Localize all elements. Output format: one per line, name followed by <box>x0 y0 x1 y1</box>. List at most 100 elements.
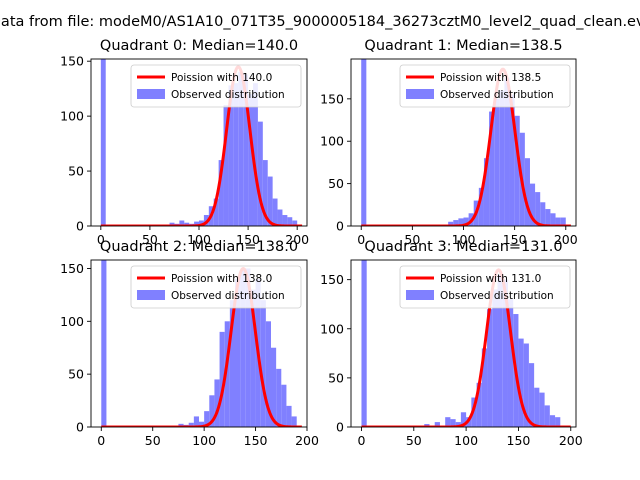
x-tick-label: 200 <box>285 232 309 247</box>
histogram-bar <box>450 419 456 427</box>
histogram-bar <box>214 379 220 427</box>
histogram-bar <box>169 222 175 226</box>
histogram-bar <box>361 260 367 427</box>
histogram-bar <box>101 260 107 427</box>
y-tick-label: 50 <box>68 164 84 179</box>
histogram-bar <box>504 77 510 226</box>
x-tick-label: 50 <box>406 433 422 448</box>
histogram-bar <box>291 416 297 427</box>
y-tick-label: 50 <box>68 367 84 382</box>
legend-box <box>399 64 571 108</box>
legend-observed-swatch <box>406 290 434 300</box>
histogram-bar <box>224 321 230 427</box>
y-tick-label: 150 <box>60 54 84 69</box>
y-tick-label: 50 <box>328 370 344 385</box>
chart-quadrant-3: 0 50 100 150 200 0 50 100 150 Quadrant 3: Median=… <box>320 239 583 448</box>
legend-observed-label: Observed distribution <box>171 89 285 101</box>
histogram-bar <box>194 221 199 226</box>
chart-title: Quadrant 0: Median=140.0 <box>100 38 298 54</box>
histogram-bar <box>445 417 451 427</box>
histogram-bar <box>199 421 205 427</box>
histogram-bar <box>245 268 251 427</box>
histogram-bar <box>460 412 467 427</box>
histogram-bar <box>253 83 258 226</box>
histogram-bar <box>483 158 490 226</box>
histogram-bar <box>292 220 298 226</box>
histogram-bar <box>478 187 484 226</box>
y-tick-label: 150 <box>60 261 84 276</box>
histogram-bar <box>489 111 495 226</box>
axes-frame <box>350 259 577 428</box>
histogram-bar <box>524 158 530 226</box>
x-tick-label: 200 <box>554 232 578 247</box>
histogram-bar <box>514 115 520 226</box>
poisson-curve <box>361 268 572 427</box>
legend: Poission with 131.0 Observed distribution <box>399 265 571 309</box>
histogram-bar <box>250 289 256 427</box>
legend: Poission with 140.0 Observed distribution <box>130 64 302 108</box>
poisson-curve <box>100 65 303 226</box>
chart-quadrant-0: 0 50 100 150 200 0 50 100 150 Quadrant 0: Median=… <box>60 38 309 247</box>
y-tick-label: 150 <box>320 272 344 287</box>
x-tick-label: 0 <box>357 232 365 247</box>
histogram-bar <box>218 160 224 226</box>
legend-observed-label: Observed distribution <box>171 290 285 302</box>
plot-area <box>360 59 572 226</box>
histogram-bar <box>550 213 556 226</box>
histogram-bar <box>545 209 551 226</box>
histogram-bar <box>560 217 566 226</box>
histogram-bar <box>209 395 215 427</box>
histogram-bar <box>267 176 273 226</box>
y-tick-label: 100 <box>320 321 344 336</box>
x-tick-label: 0 <box>357 433 365 448</box>
histogram-bar <box>199 220 204 226</box>
histogram-bar <box>555 417 561 427</box>
histogram-bar <box>248 94 253 226</box>
x-tick-label: 50 <box>145 433 161 448</box>
histogram-bar <box>476 382 482 427</box>
histogram-bar <box>455 422 461 427</box>
histogram-bar <box>509 94 515 226</box>
plot-area <box>361 260 572 427</box>
histogram-bar <box>481 348 488 427</box>
histogram-bar <box>262 160 268 226</box>
histogram-bar <box>188 422 194 427</box>
legend-box <box>130 265 302 309</box>
legend-observed-label: Observed distribution <box>440 290 554 302</box>
y-tick-label: 100 <box>60 314 84 329</box>
histogram-bar <box>487 309 493 427</box>
histogram-bar <box>277 209 283 226</box>
x-tick-label: 50 <box>142 232 158 247</box>
chart-quadrant-1: 0 50 100 150 200 0 50 100 150 Quadrant 1: Median=… <box>320 38 578 247</box>
histogram-bar <box>434 422 440 427</box>
legend-box <box>130 64 302 108</box>
legend-box <box>399 265 571 309</box>
histogram-bar <box>257 121 263 226</box>
legend-observed-swatch <box>406 89 434 99</box>
histogram-bar <box>213 198 219 226</box>
histogram-bar <box>539 392 545 427</box>
axes-frame <box>90 259 308 428</box>
y-tick-label: 0 <box>336 420 344 435</box>
histogram-bar <box>534 387 540 427</box>
legend-poisson-label: Poission with 131.0 <box>440 273 541 285</box>
histogram-bar <box>497 274 503 427</box>
x-tick-label: 0 <box>97 433 105 448</box>
histogram-bar <box>540 202 546 226</box>
histogram-bar <box>193 416 199 427</box>
histogram-bar <box>179 220 185 226</box>
histogram-bar <box>502 279 508 427</box>
legend-observed-label: Observed distribution <box>440 89 554 101</box>
histogram-bar <box>204 411 210 427</box>
histogram-bar <box>518 338 524 427</box>
x-tick-label: 150 <box>236 232 260 247</box>
histogram-bar <box>499 90 505 226</box>
chart-title: Quadrant 2: Median=138.0 <box>100 239 298 255</box>
x-tick-label: 150 <box>244 433 268 448</box>
histogram-bar <box>276 368 282 427</box>
histogram-bar <box>494 98 500 226</box>
histogram-bar <box>178 423 184 427</box>
histogram-bar <box>535 192 541 226</box>
histogram-bar <box>265 321 271 427</box>
histogram-bar <box>529 183 536 226</box>
